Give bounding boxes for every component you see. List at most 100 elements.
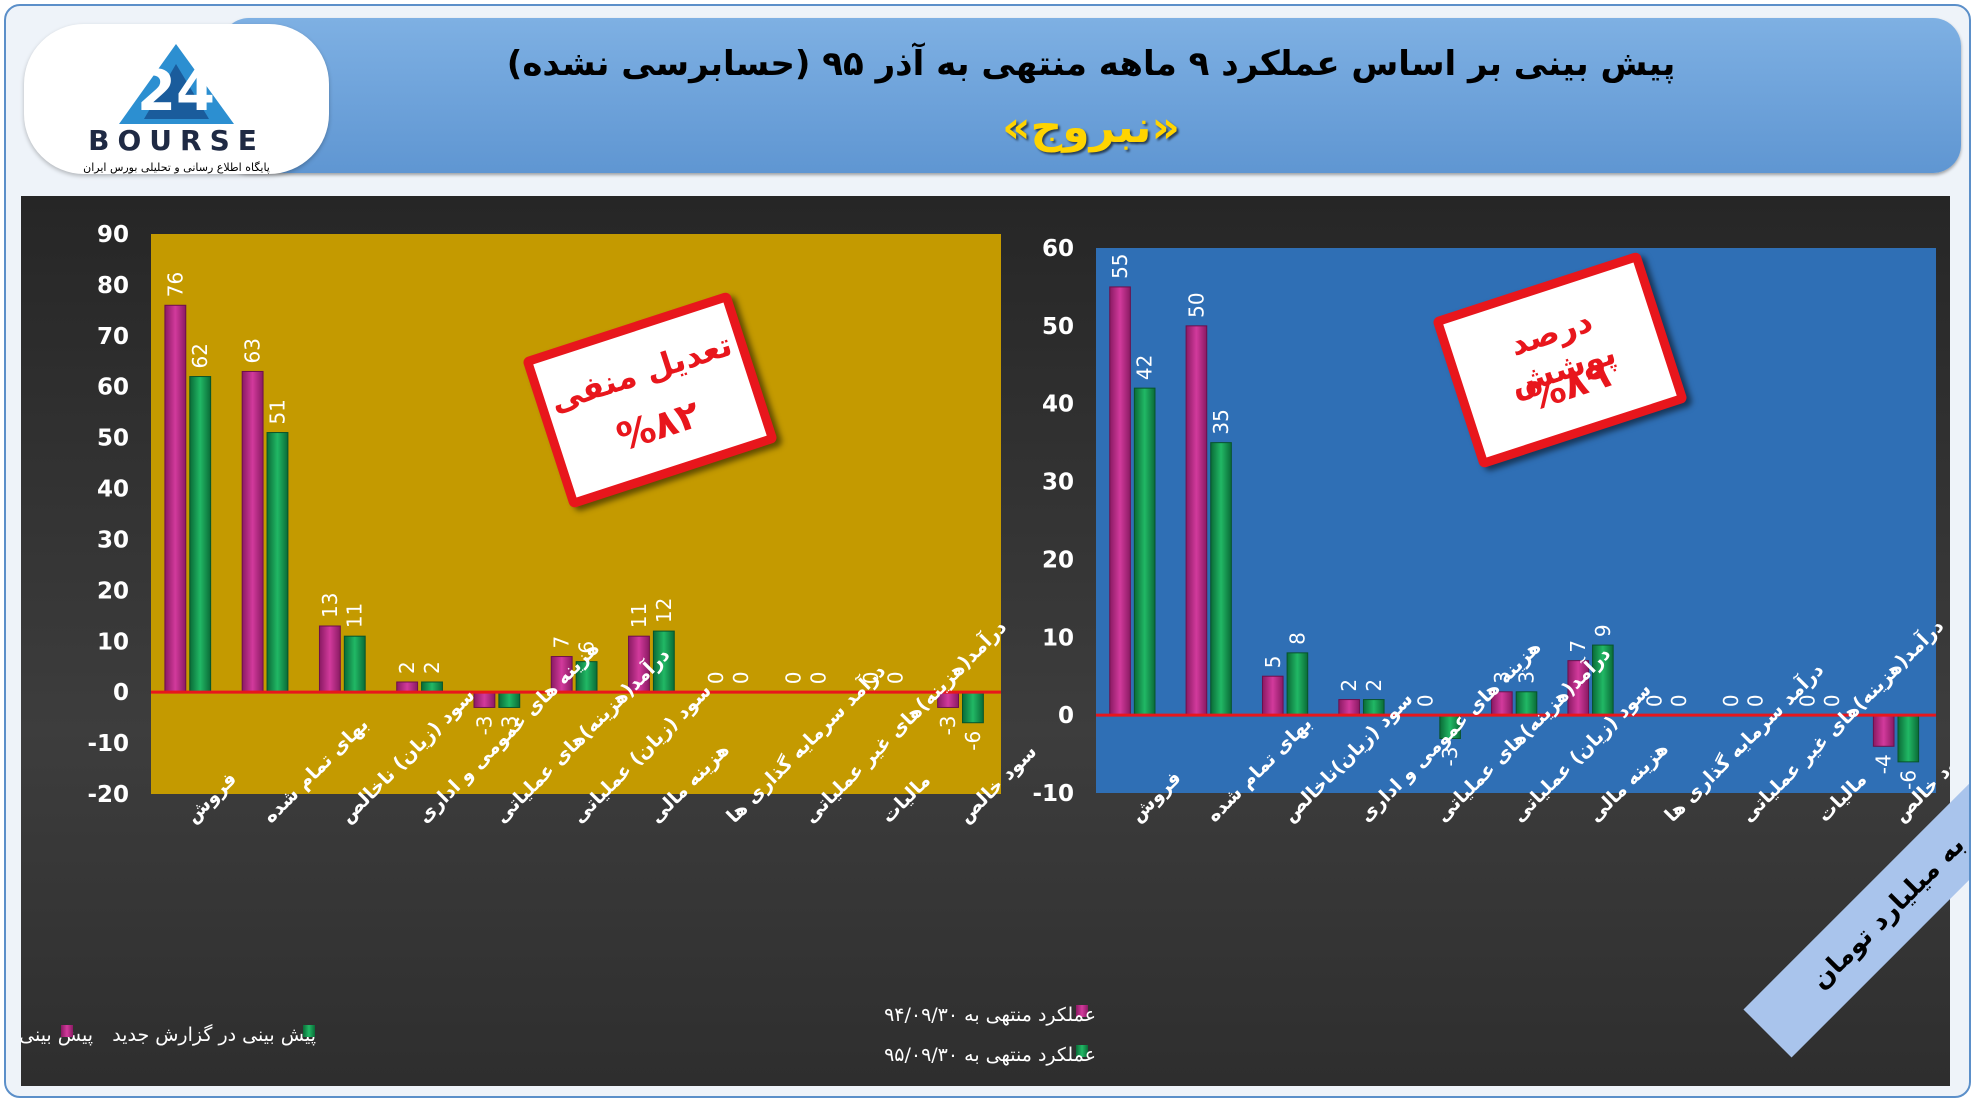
data-label: 13: [318, 593, 342, 618]
bar: [1185, 325, 1208, 716]
data-label: -3: [497, 715, 521, 735]
data-label: 12: [652, 598, 676, 623]
data-label: 42: [1133, 355, 1157, 380]
data-label: 55: [1108, 253, 1132, 278]
legend-label: پیش بینی در گزارش قبلی: [21, 1023, 93, 1046]
data-label: 63: [241, 338, 265, 363]
y-tick-label: 60: [97, 375, 129, 401]
y-tick-label: 70: [97, 324, 129, 350]
data-label: -3: [936, 715, 960, 735]
data-label: 11: [627, 603, 651, 628]
data-label: 0: [729, 671, 753, 684]
data-label: 0: [859, 671, 883, 684]
bar: [1133, 387, 1156, 716]
bar: [1286, 652, 1309, 716]
data-label: 3: [1490, 671, 1514, 684]
data-label: 5: [1261, 655, 1285, 668]
bar: [1109, 286, 1131, 716]
y-tick-label: 40: [1042, 392, 1074, 418]
legend-label: پیش بینی در گزارش جدید: [112, 1023, 316, 1046]
data-label: -3: [472, 715, 496, 735]
data-label: 0: [806, 671, 830, 684]
bar: [396, 681, 419, 693]
y-tick-label: 90: [97, 222, 129, 248]
data-label: 2: [395, 661, 419, 674]
data-label: 6: [575, 641, 599, 654]
header-bar: پیش بینی بر اساس عملکرد ۹ ماهه منتهی به …: [221, 18, 1961, 173]
y-tick-label: 30: [1042, 470, 1074, 496]
data-label: 0: [1643, 694, 1667, 707]
y-tick-label: 20: [1042, 547, 1074, 573]
y-tick-label: 10: [1042, 625, 1074, 651]
bar: [498, 691, 521, 708]
bar: [164, 304, 187, 693]
data-label: 7: [1566, 640, 1590, 653]
y-tick-label: 10: [97, 629, 129, 655]
legend-swatch: [1076, 1005, 1088, 1017]
data-label: 0: [1795, 694, 1819, 707]
bar: [189, 376, 212, 693]
data-label: 2: [1337, 679, 1361, 692]
data-label: -6: [1896, 770, 1920, 790]
data-label: -6: [961, 731, 985, 751]
data-label: 0: [782, 671, 806, 684]
data-label: 62: [188, 343, 212, 368]
data-label: 50: [1184, 292, 1208, 317]
plot-area-left: [151, 234, 1001, 794]
logo-subtitle: پایگاه اطلاع رسانی و تحلیلی بورس ایران: [83, 161, 270, 174]
bar: [962, 691, 984, 724]
legend-label: عملکرد منتهی به ۹۴/۰۹/۳۰: [884, 1004, 1096, 1026]
data-label: 8: [1285, 632, 1309, 645]
data-label: 0: [884, 671, 908, 684]
bar: [318, 625, 341, 693]
y-tick-label: 80: [97, 273, 129, 299]
y-tick-label: 50: [97, 426, 129, 452]
data-label: 2: [420, 661, 444, 674]
bar: [1338, 699, 1360, 716]
data-label: 9: [1591, 624, 1615, 637]
bar: [266, 432, 289, 693]
y-tick-label: -10: [87, 731, 129, 757]
data-label: 76: [163, 272, 187, 297]
data-label: 2: [1362, 679, 1386, 692]
legend-swatch: [303, 1025, 315, 1037]
y-tick-label: 40: [97, 477, 129, 503]
logo: 24 BOURSE پایگاه اطلاع رسانی و تحلیلی بو…: [24, 24, 329, 174]
legend-swatch: [61, 1025, 73, 1037]
bar: [421, 681, 443, 693]
bar: [1872, 714, 1895, 747]
y-tick-label: 60: [1042, 236, 1074, 262]
y-tick-label: -20: [87, 782, 129, 808]
chart-panel: 90 80 70 60 50 40 30 20 10 0 -10 -20 76 63 13 2 -3 7 11 0 0 0…: [21, 196, 1950, 1086]
data-label: 51: [265, 399, 289, 424]
page-title: پیش بینی بر اساس عملکرد ۹ ماهه منتهی به …: [506, 44, 1676, 84]
legend-swatch: [1076, 1045, 1088, 1057]
logo-brand: BOURSE: [88, 124, 265, 157]
data-label: 0: [704, 671, 728, 684]
symbol-title: «نبروج»: [1002, 102, 1180, 153]
y-tick-label: 50: [1042, 314, 1074, 340]
data-label: 3: [1514, 671, 1538, 684]
y-tick-label: 20: [97, 578, 129, 604]
y-tick-label: 30: [97, 527, 129, 553]
data-label: 11: [343, 603, 367, 628]
data-label: -4: [1872, 754, 1896, 774]
y-tick-label: -10: [1032, 781, 1074, 807]
bar: [241, 370, 264, 693]
bar: [1210, 442, 1232, 716]
data-label: 7: [550, 636, 574, 649]
data-label: 35: [1209, 409, 1233, 434]
data-label: -3: [1438, 747, 1462, 767]
y-tick-label: 0: [113, 680, 129, 706]
slide-frame: پیش بینی بر اساس عملکرد ۹ ماهه منتهی به …: [4, 4, 1971, 1098]
data-label: 0: [1744, 694, 1768, 707]
data-label: 0: [1414, 694, 1438, 707]
bar: [343, 635, 366, 693]
data-label: 0: [1820, 694, 1844, 707]
legend-label: عملکرد منتهی به ۹۵/۰۹/۳۰: [884, 1044, 1096, 1066]
y-tick-label: 0: [1058, 703, 1074, 729]
logo-number: 24: [137, 59, 215, 124]
